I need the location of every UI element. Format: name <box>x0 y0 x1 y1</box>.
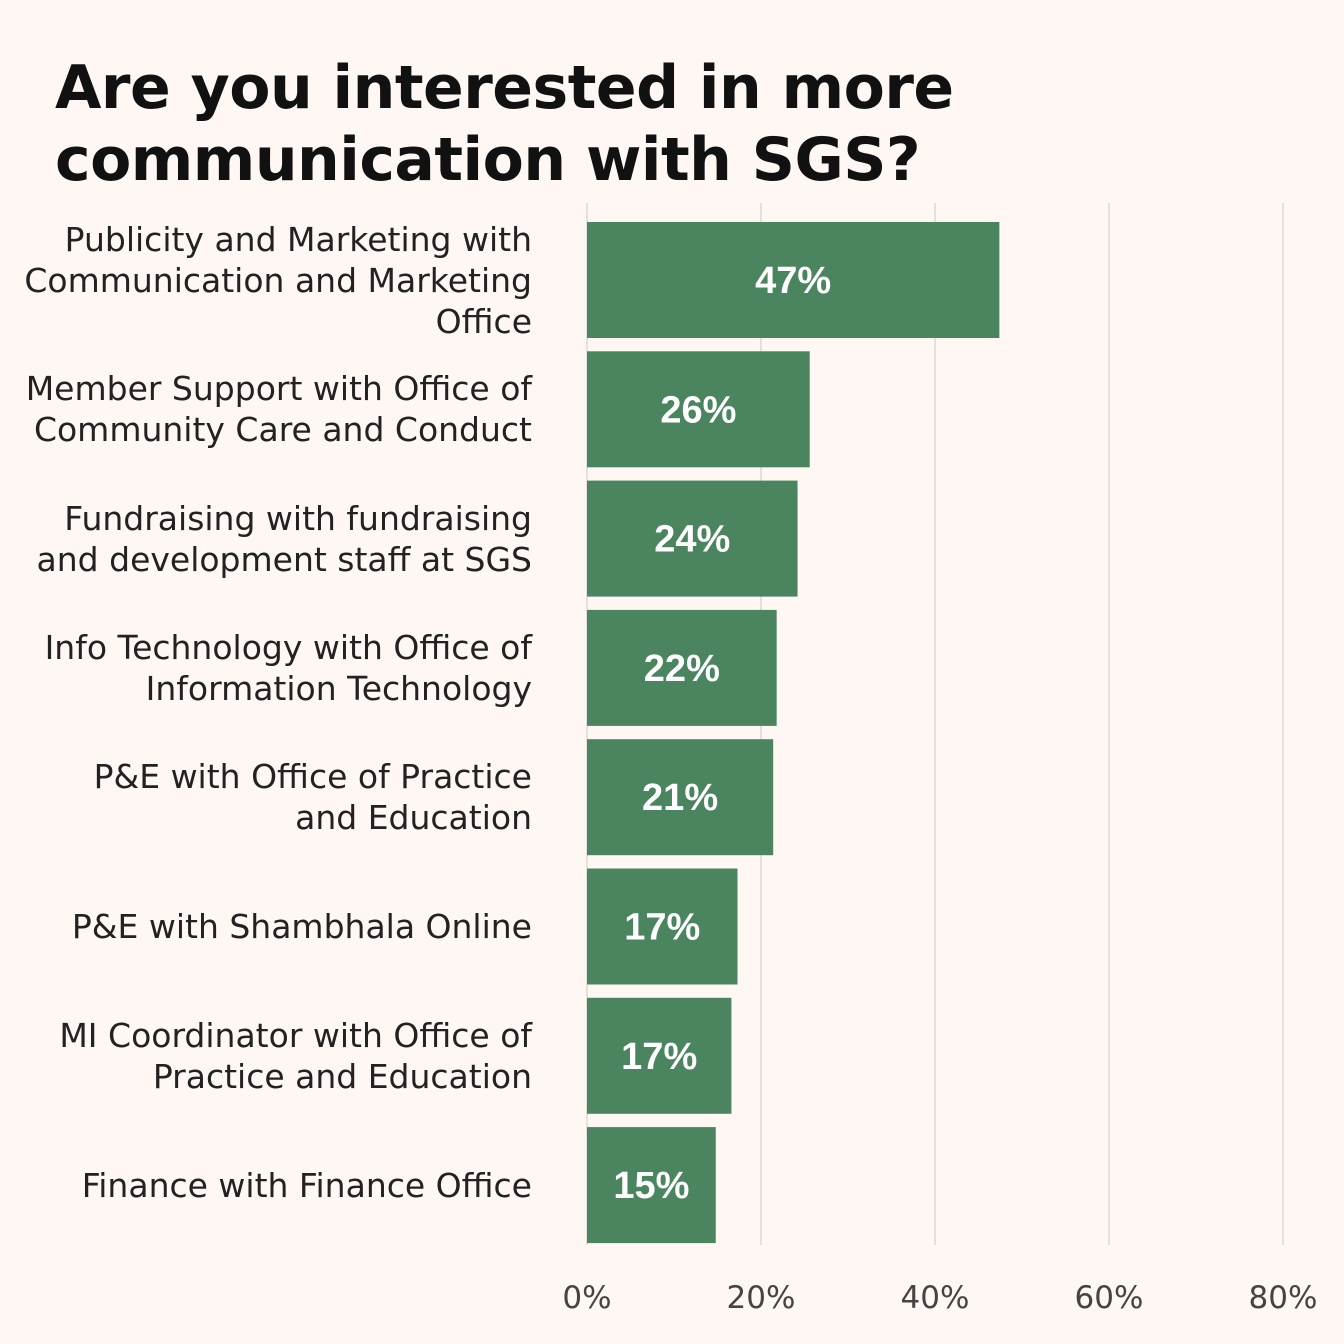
category-label-line: and Education <box>295 798 532 838</box>
category-label-line: Practice and Education <box>152 1056 532 1096</box>
bar-data-label: 47% <box>755 260 831 302</box>
category-label: Finance with Finance Office <box>10 1127 532 1243</box>
bar-data-label: 17% <box>624 907 700 949</box>
category-label-line: Communication and Marketing <box>24 260 532 300</box>
bar-data-label: 24% <box>654 519 730 561</box>
bar <box>587 868 738 985</box>
category-label-line: Office <box>435 301 532 341</box>
category-label: P&E with Office of Practice and Education <box>10 739 532 855</box>
bar-data-label: 22% <box>644 648 720 690</box>
category-label: Info Technology with Office of Informatio… <box>10 610 532 726</box>
x-tick-label: 60% <box>1075 1280 1144 1316</box>
bar <box>587 222 1000 338</box>
bar <box>587 351 810 468</box>
x-tick-label: 20% <box>727 1280 796 1316</box>
category-label: Publicity and Marketing with Communicatio… <box>10 219 532 341</box>
category-label-line: P&E with Office of Practice <box>93 757 532 797</box>
category-label: MI Coordinator with Office of Practice an… <box>10 998 532 1114</box>
x-axis-ticks: 0% 20% 40% 60% 80% <box>562 1280 1317 1316</box>
category-label: Fundraising with fundraising and developm… <box>10 481 532 597</box>
category-label-line: Member Support with Office of <box>25 369 532 409</box>
bar-data-label: 15% <box>613 1165 689 1207</box>
category-label-line: Info Technology with Office of <box>44 627 532 667</box>
bars: 47% 26% 24% 22% 21% 17% 17% 15% <box>587 222 1000 1244</box>
bar-data-label: 26% <box>660 389 736 431</box>
bar-data-label: 21% <box>642 777 718 819</box>
category-label-line: MI Coordinator with Office of <box>59 1015 532 1055</box>
bar <box>587 609 777 726</box>
category-label-line: Finance with Finance Office <box>81 1165 532 1205</box>
category-label: Member Support with Office of Community C… <box>10 351 532 467</box>
category-label-line: Fundraising with fundraising <box>64 498 532 538</box>
category-label-line: and development staff at SGS <box>36 539 532 579</box>
category-label-line: Publicity and Marketing with <box>64 219 532 259</box>
category-label-line: Information Technology <box>145 668 532 708</box>
x-tick-label: 0% <box>562 1280 611 1316</box>
bar <box>587 997 732 1114</box>
bar-data-label: 17% <box>621 1036 697 1078</box>
bar <box>587 480 798 597</box>
bar <box>587 739 774 856</box>
x-tick-label: 40% <box>901 1280 970 1316</box>
category-label-line: Community Care and Conduct <box>33 410 532 450</box>
category-label-line: P&E with Shambhala Online <box>71 907 532 946</box>
chart-title: Are you interested in more communication… <box>55 53 954 195</box>
x-tick-label: 80% <box>1249 1280 1318 1316</box>
category-label: P&E with Shambhala Online <box>10 869 532 985</box>
bar <box>587 1127 716 1244</box>
